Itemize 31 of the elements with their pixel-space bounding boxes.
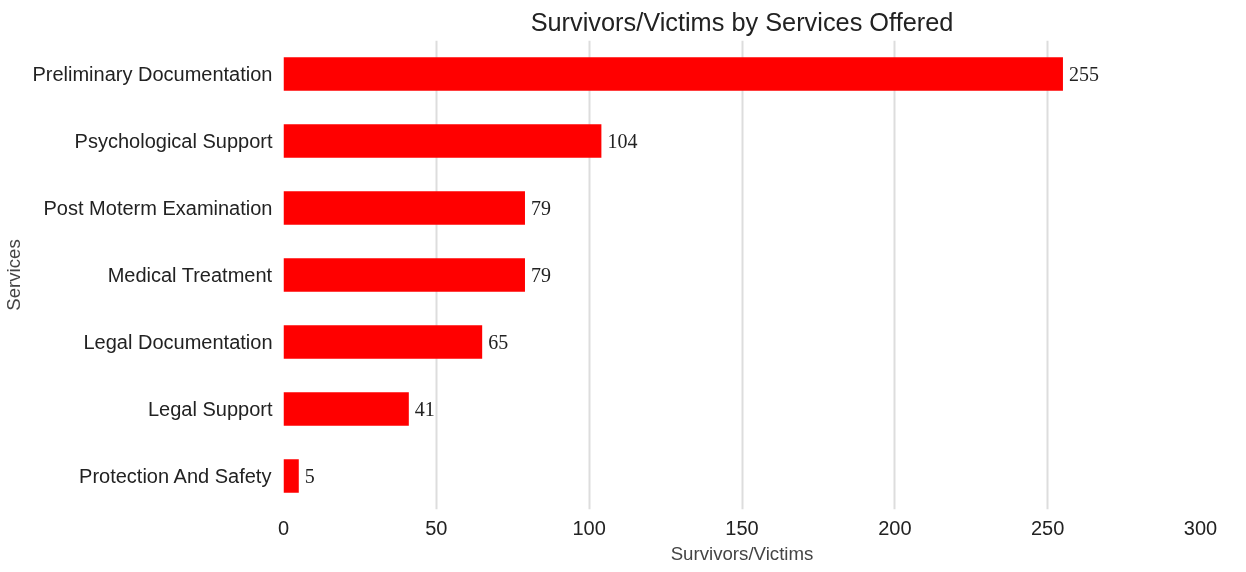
bar: [283, 258, 525, 292]
x-tick-label: 0: [277, 516, 290, 539]
x-axis-title: Survivors/Victims: [670, 542, 814, 564]
data-label: 104: [607, 130, 638, 152]
bar: [283, 392, 409, 426]
chart-title: Survivors/Victims by Services Offered: [530, 7, 954, 36]
bar: [283, 124, 602, 158]
data-label: 65: [488, 331, 509, 353]
y-tick-label: Legal Documentation: [83, 331, 273, 353]
bar: [283, 191, 525, 225]
x-tick-label: 150: [725, 516, 759, 539]
y-axis-title: Services: [3, 239, 25, 311]
data-label: 79: [530, 197, 551, 219]
data-label: 255: [1068, 63, 1099, 85]
bar: [283, 459, 299, 493]
x-tick-label: 100: [572, 516, 606, 539]
x-tick-label: 300: [1183, 516, 1218, 539]
y-tick-label: Preliminary Documentation: [32, 63, 273, 85]
bar: [283, 57, 1063, 91]
x-tick-label: 250: [1030, 516, 1065, 539]
bar: [283, 325, 483, 359]
y-tick-label: Protection And Safety: [79, 465, 272, 487]
y-tick-label: Psychological Support: [74, 130, 273, 152]
x-tick-label: 50: [425, 516, 448, 539]
data-label: 41: [414, 398, 435, 420]
y-tick-label: Post Moterm Examination: [43, 197, 273, 219]
data-label: 79: [530, 264, 551, 286]
y-tick-label: Medical Treatment: [107, 264, 273, 286]
y-tick-label: Legal Support: [147, 398, 273, 420]
data-label: 5: [304, 465, 315, 487]
x-tick-label: 200: [878, 516, 912, 539]
